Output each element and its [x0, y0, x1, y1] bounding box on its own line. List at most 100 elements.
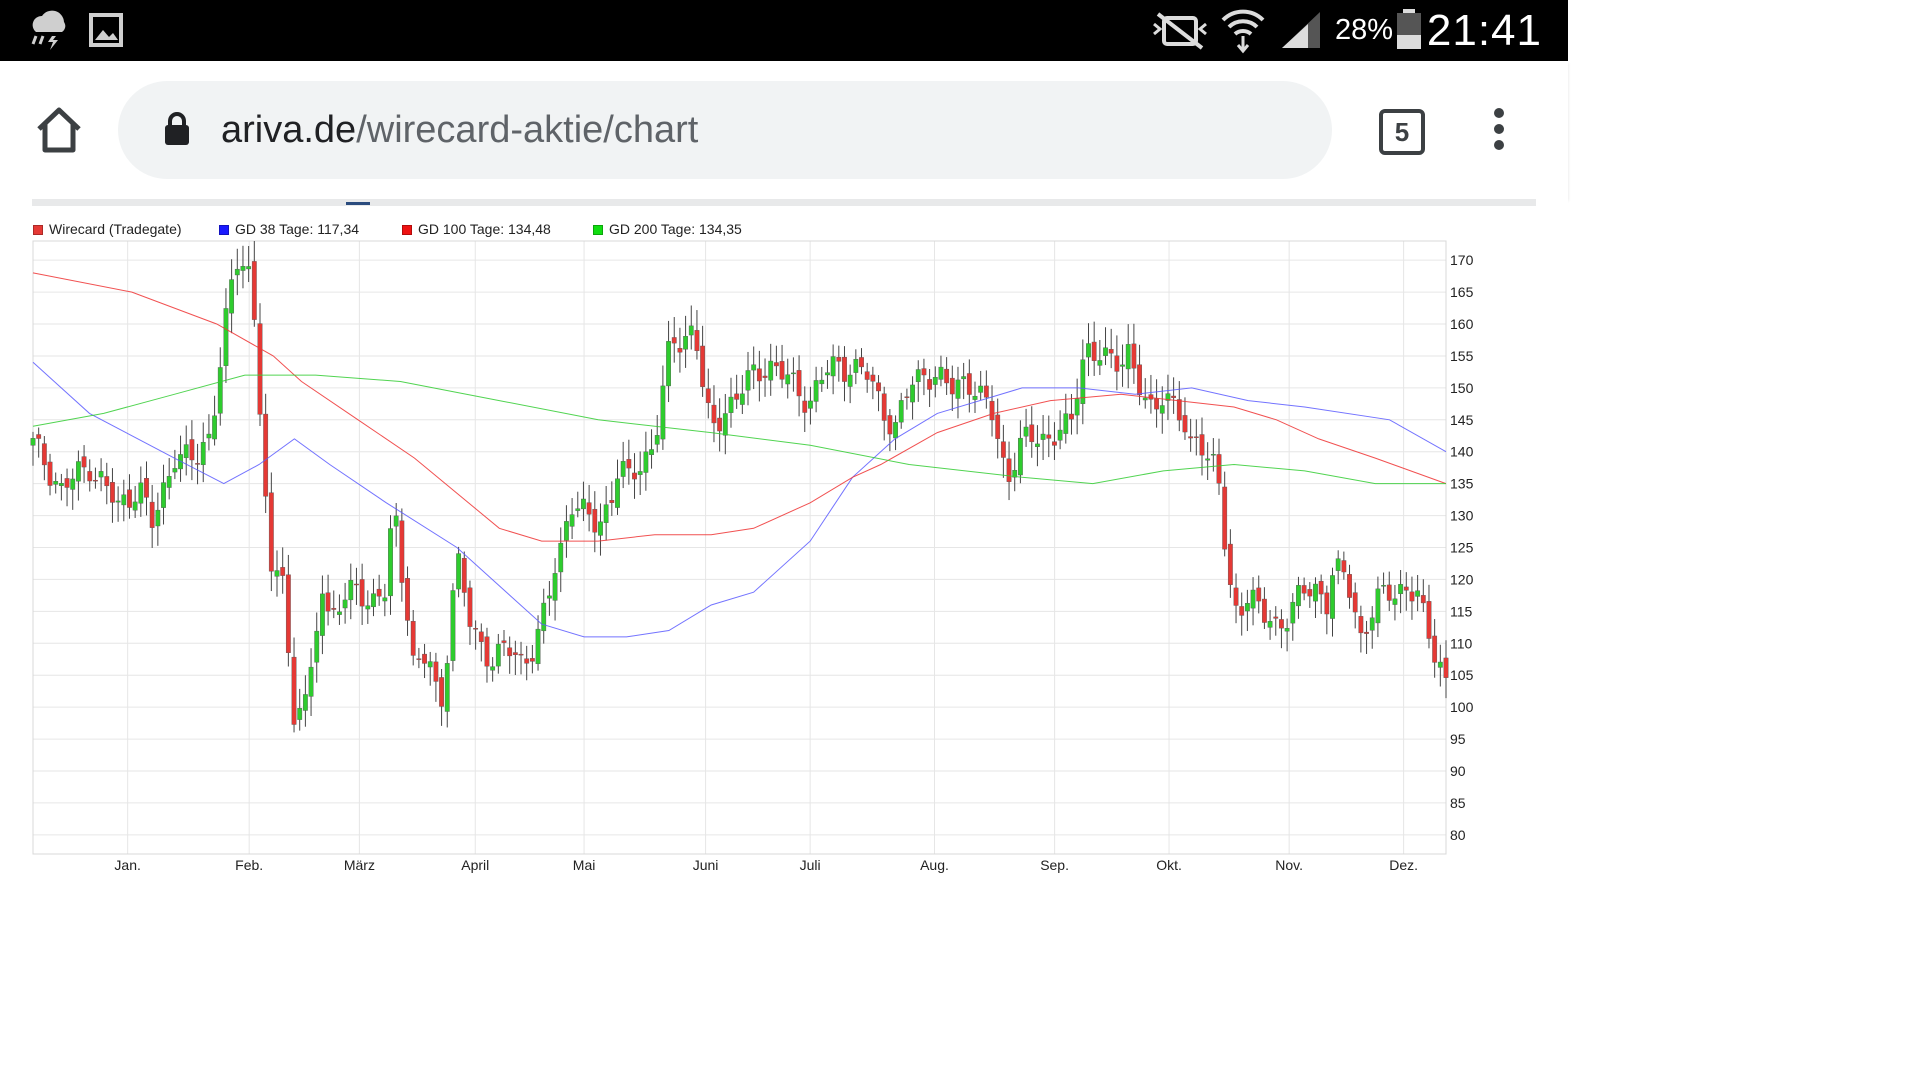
candle-body — [1199, 434, 1205, 456]
candle-body — [1012, 470, 1018, 478]
candle-body — [637, 471, 643, 475]
candle-body — [802, 400, 808, 413]
legend-item[interactable]: GD 200 Tage: 134,35 — [593, 221, 742, 237]
candle-body — [127, 489, 132, 508]
y-tick-label: 100 — [1450, 699, 1474, 715]
candle-body — [660, 385, 666, 440]
url-bar[interactable]: ariva.de/wirecard-aktie/chart — [118, 81, 1332, 179]
candle-body — [1301, 585, 1307, 594]
y-tick-label: 150 — [1450, 380, 1474, 396]
chart-plot: 170 165 160 155 150 145 140 135 130 125 120 115 110 1… — [30, 240, 1474, 873]
legend-swatch — [402, 225, 412, 235]
home-icon[interactable] — [34, 105, 84, 155]
candle-body — [229, 279, 235, 314]
candle-body — [1262, 598, 1267, 623]
url-path: /wirecard-aktie/chart — [356, 109, 699, 151]
candle-body — [626, 459, 632, 469]
candle-body — [155, 509, 161, 527]
candle-body — [382, 597, 388, 602]
candle-body — [144, 478, 149, 498]
candle-body — [1386, 584, 1392, 601]
tabs-button[interactable]: 5 — [1379, 109, 1425, 155]
candle-body — [927, 379, 933, 390]
candle-body — [200, 441, 206, 466]
candle-body — [944, 368, 950, 384]
candle-body — [620, 461, 626, 477]
candle-body — [1216, 454, 1222, 484]
candle-body — [439, 677, 444, 707]
candle-body — [98, 471, 104, 478]
candle-body — [223, 308, 229, 366]
y-tick-label: 90 — [1450, 763, 1466, 779]
candle-body — [796, 370, 802, 397]
candle-body — [195, 463, 200, 465]
candle-body — [881, 393, 887, 421]
wifi-icon — [1221, 9, 1265, 54]
candle-body — [246, 266, 252, 270]
candle-body — [172, 468, 178, 473]
y-tick-label: 95 — [1450, 731, 1466, 747]
legend-swatch — [593, 225, 603, 235]
candle-body — [1120, 364, 1125, 367]
candle-body — [268, 492, 274, 572]
candle-body — [1330, 575, 1335, 619]
candle-body — [592, 508, 598, 533]
candle-body — [1154, 398, 1159, 410]
candle-body — [711, 404, 717, 424]
candle-body — [359, 579, 365, 607]
browser-toolbar: ariva.de/wirecard-aktie/chart 5 — [0, 61, 1568, 199]
y-tick-label: 140 — [1450, 444, 1474, 460]
candle-body — [444, 663, 450, 712]
legend-item[interactable]: GD 100 Tage: 134,48 — [402, 221, 551, 237]
candle-body — [955, 379, 961, 399]
candle-body — [217, 367, 223, 414]
candle-body — [1381, 585, 1386, 587]
candle-body — [115, 500, 121, 503]
candle-body — [410, 621, 416, 656]
candle-body — [376, 588, 382, 597]
candle-body — [1000, 441, 1006, 458]
candle-body — [1052, 441, 1057, 446]
x-tick-label: Jan. — [114, 857, 140, 873]
candle-body — [1267, 621, 1273, 628]
candle-body — [762, 375, 768, 378]
candle-body — [47, 461, 53, 486]
candle-body — [1182, 415, 1188, 433]
candle-body — [813, 380, 819, 402]
candle-body — [53, 481, 59, 485]
candle-body — [847, 374, 853, 387]
candle-body — [1114, 355, 1120, 372]
candle-body — [1296, 585, 1301, 607]
candle-body — [1256, 587, 1262, 602]
candle-body — [93, 479, 98, 482]
candle-body — [1358, 616, 1364, 634]
candle-body — [564, 521, 569, 541]
legend-item[interactable]: GD 38 Tage: 117,34 — [219, 221, 359, 237]
battery-percent: 28% — [1335, 14, 1394, 46]
candle-body — [870, 374, 876, 382]
candle-body — [206, 433, 212, 439]
candle-body — [921, 368, 927, 376]
candle-body — [705, 388, 711, 404]
candle-body — [512, 652, 518, 655]
candle-body — [938, 366, 944, 380]
candle-body — [1040, 433, 1046, 440]
legend-label: GD 100 Tage: 134,48 — [418, 221, 551, 237]
y-tick-label: 110 — [1450, 635, 1473, 651]
candle-body — [1165, 393, 1171, 401]
candle-body — [371, 593, 376, 608]
candle-body — [1443, 657, 1449, 678]
y-tick-label: 145 — [1450, 412, 1474, 428]
candle-body — [212, 415, 217, 440]
candle-body — [342, 599, 348, 609]
overflow-menu-icon[interactable] — [1488, 107, 1510, 151]
y-tick-label: 170 — [1450, 252, 1474, 268]
candle-body — [1069, 413, 1074, 420]
lock-icon — [165, 112, 189, 145]
candle-body — [1210, 454, 1216, 456]
candle-body — [1318, 580, 1324, 595]
candle-body — [598, 521, 603, 536]
legend-item[interactable]: Wirecard (Tradegate) — [33, 221, 182, 237]
candle-body — [700, 345, 706, 387]
y-tick-label: 80 — [1450, 827, 1466, 843]
